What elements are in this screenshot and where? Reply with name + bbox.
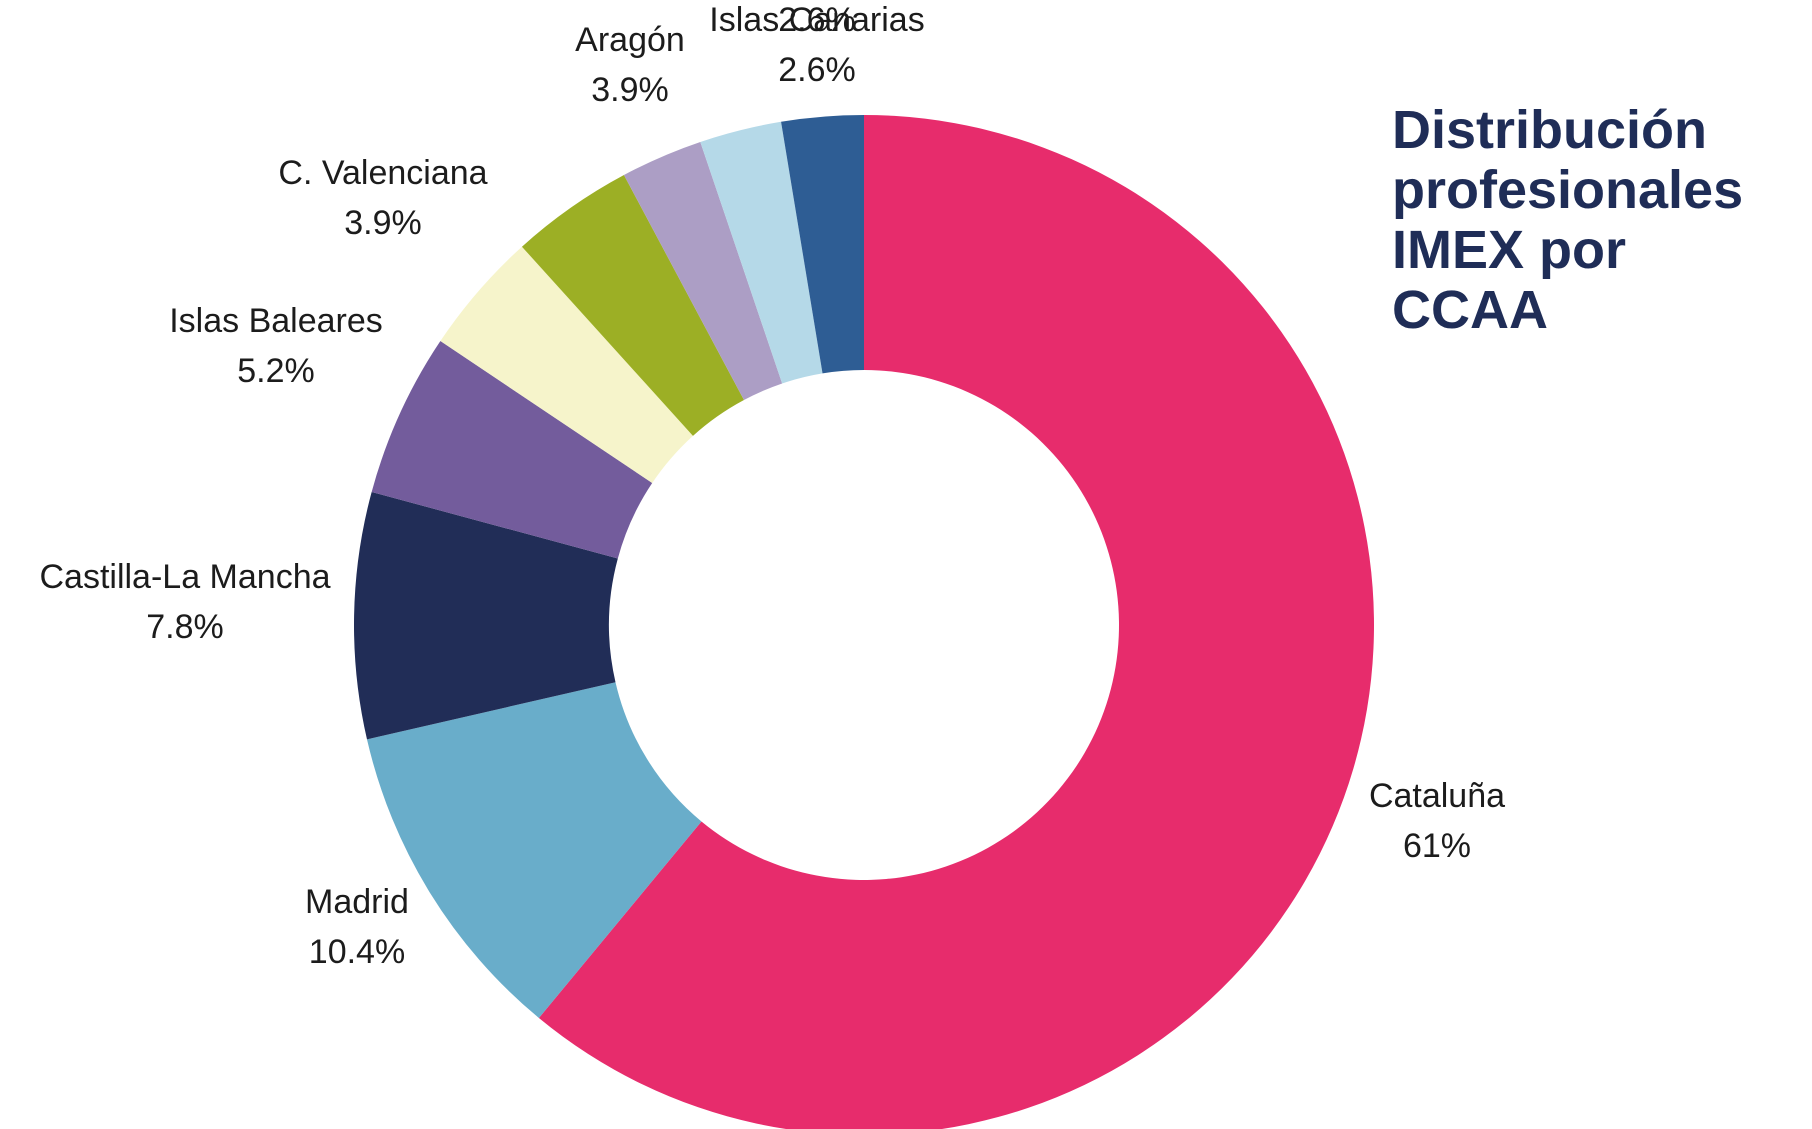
slice-value: 3.9% xyxy=(591,71,669,109)
slice-cataluna xyxy=(538,115,1374,1129)
slice-name: Castilla-La Mancha xyxy=(39,558,330,596)
chart-title: Distribución profesionales IMEX por CCAA xyxy=(1392,100,1744,340)
slice-name: Aragón xyxy=(575,21,685,59)
slice-value: 10.4% xyxy=(309,933,405,971)
donut-slices xyxy=(353,115,1374,1129)
slice-value: 2.6% xyxy=(778,51,856,89)
slice-unlabeled-7 xyxy=(700,121,823,384)
slice-label-c-valenciana: C. Valenciana 3.9% xyxy=(278,154,487,242)
slice-label-islas-baleares: Islas Baleares 5.2% xyxy=(169,302,383,390)
slice-islas-baleares xyxy=(371,340,653,559)
slice-labels: Cataluña 61% Madrid 10.4% Castilla-La Mancha… xyxy=(39,1,1505,971)
slice-label-madrid: Madrid 10.4% xyxy=(305,883,409,971)
slice-name: C. Valenciana xyxy=(278,154,487,192)
slice-name: Cataluña xyxy=(1369,777,1505,815)
slice-name: Madrid xyxy=(305,883,409,921)
slice-value: 2.6% xyxy=(778,1,856,39)
slice-islas-canarias xyxy=(623,141,783,401)
slice-unlabeled-8 xyxy=(781,115,864,374)
slice-name: Islas Baleares xyxy=(169,302,383,340)
slice-value: 5.2% xyxy=(237,352,315,390)
slice-label-islas-canarias: Islas Canarias 2.6% xyxy=(709,1,924,89)
slice-label-aragon: Aragón 3.9% xyxy=(575,21,685,109)
slice-name: Islas Canarias xyxy=(709,1,924,39)
slice-value: 7.8% xyxy=(146,608,224,646)
slice-aragon xyxy=(521,175,744,436)
slice-label-cataluna: Cataluña 61% xyxy=(1369,777,1505,865)
slice-label-castilla-la-mancha: Castilla-La Mancha 7.8% xyxy=(39,558,330,646)
slice-value: 3.9% xyxy=(344,204,422,242)
slice-c-valenciana xyxy=(440,246,693,483)
slice-madrid xyxy=(366,682,702,1018)
slice-label-7: 2.6% xyxy=(778,1,856,39)
slice-castilla-la-mancha xyxy=(353,491,618,740)
slice-value: 61% xyxy=(1403,827,1471,865)
